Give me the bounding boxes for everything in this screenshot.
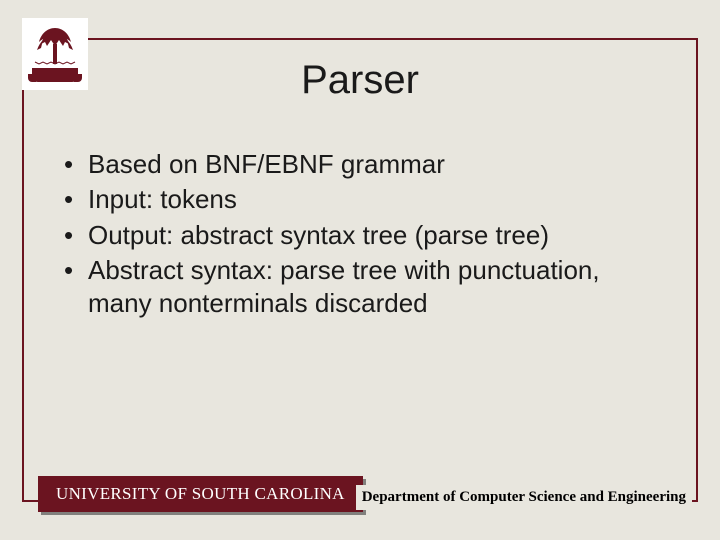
bullet-item: • Output: abstract syntax tree (parse tr… [60,219,670,252]
bullet-text: Input: tokens [88,183,237,216]
bullet-text: Based on BNF/EBNF grammar [88,148,445,181]
bullet-text: Abstract syntax: parse tree with punctua… [88,254,670,321]
bullet-text: Output: abstract syntax tree (parse tree… [88,219,549,252]
slide: Parser • Based on BNF/EBNF grammar • Inp… [0,0,720,540]
footer-university-name: UNIVERSITY OF SOUTH CAROLINA [38,476,363,512]
slide-content: • Based on BNF/EBNF grammar • Input: tok… [60,148,670,322]
bullet-item: • Based on BNF/EBNF grammar [60,148,670,181]
bullet-item: • Abstract syntax: parse tree with punct… [60,254,670,321]
slide-title: Parser [0,58,720,103]
footer-department-name: Department of Computer Science and Engin… [356,485,692,510]
bullet-marker: • [60,219,88,252]
logo-banner-icon [32,68,78,82]
bullet-marker: • [60,254,88,287]
bullet-marker: • [60,183,88,216]
palmetto-tree-icon [33,26,77,66]
bullet-marker: • [60,148,88,181]
university-logo [22,18,88,90]
bullet-item: • Input: tokens [60,183,670,216]
